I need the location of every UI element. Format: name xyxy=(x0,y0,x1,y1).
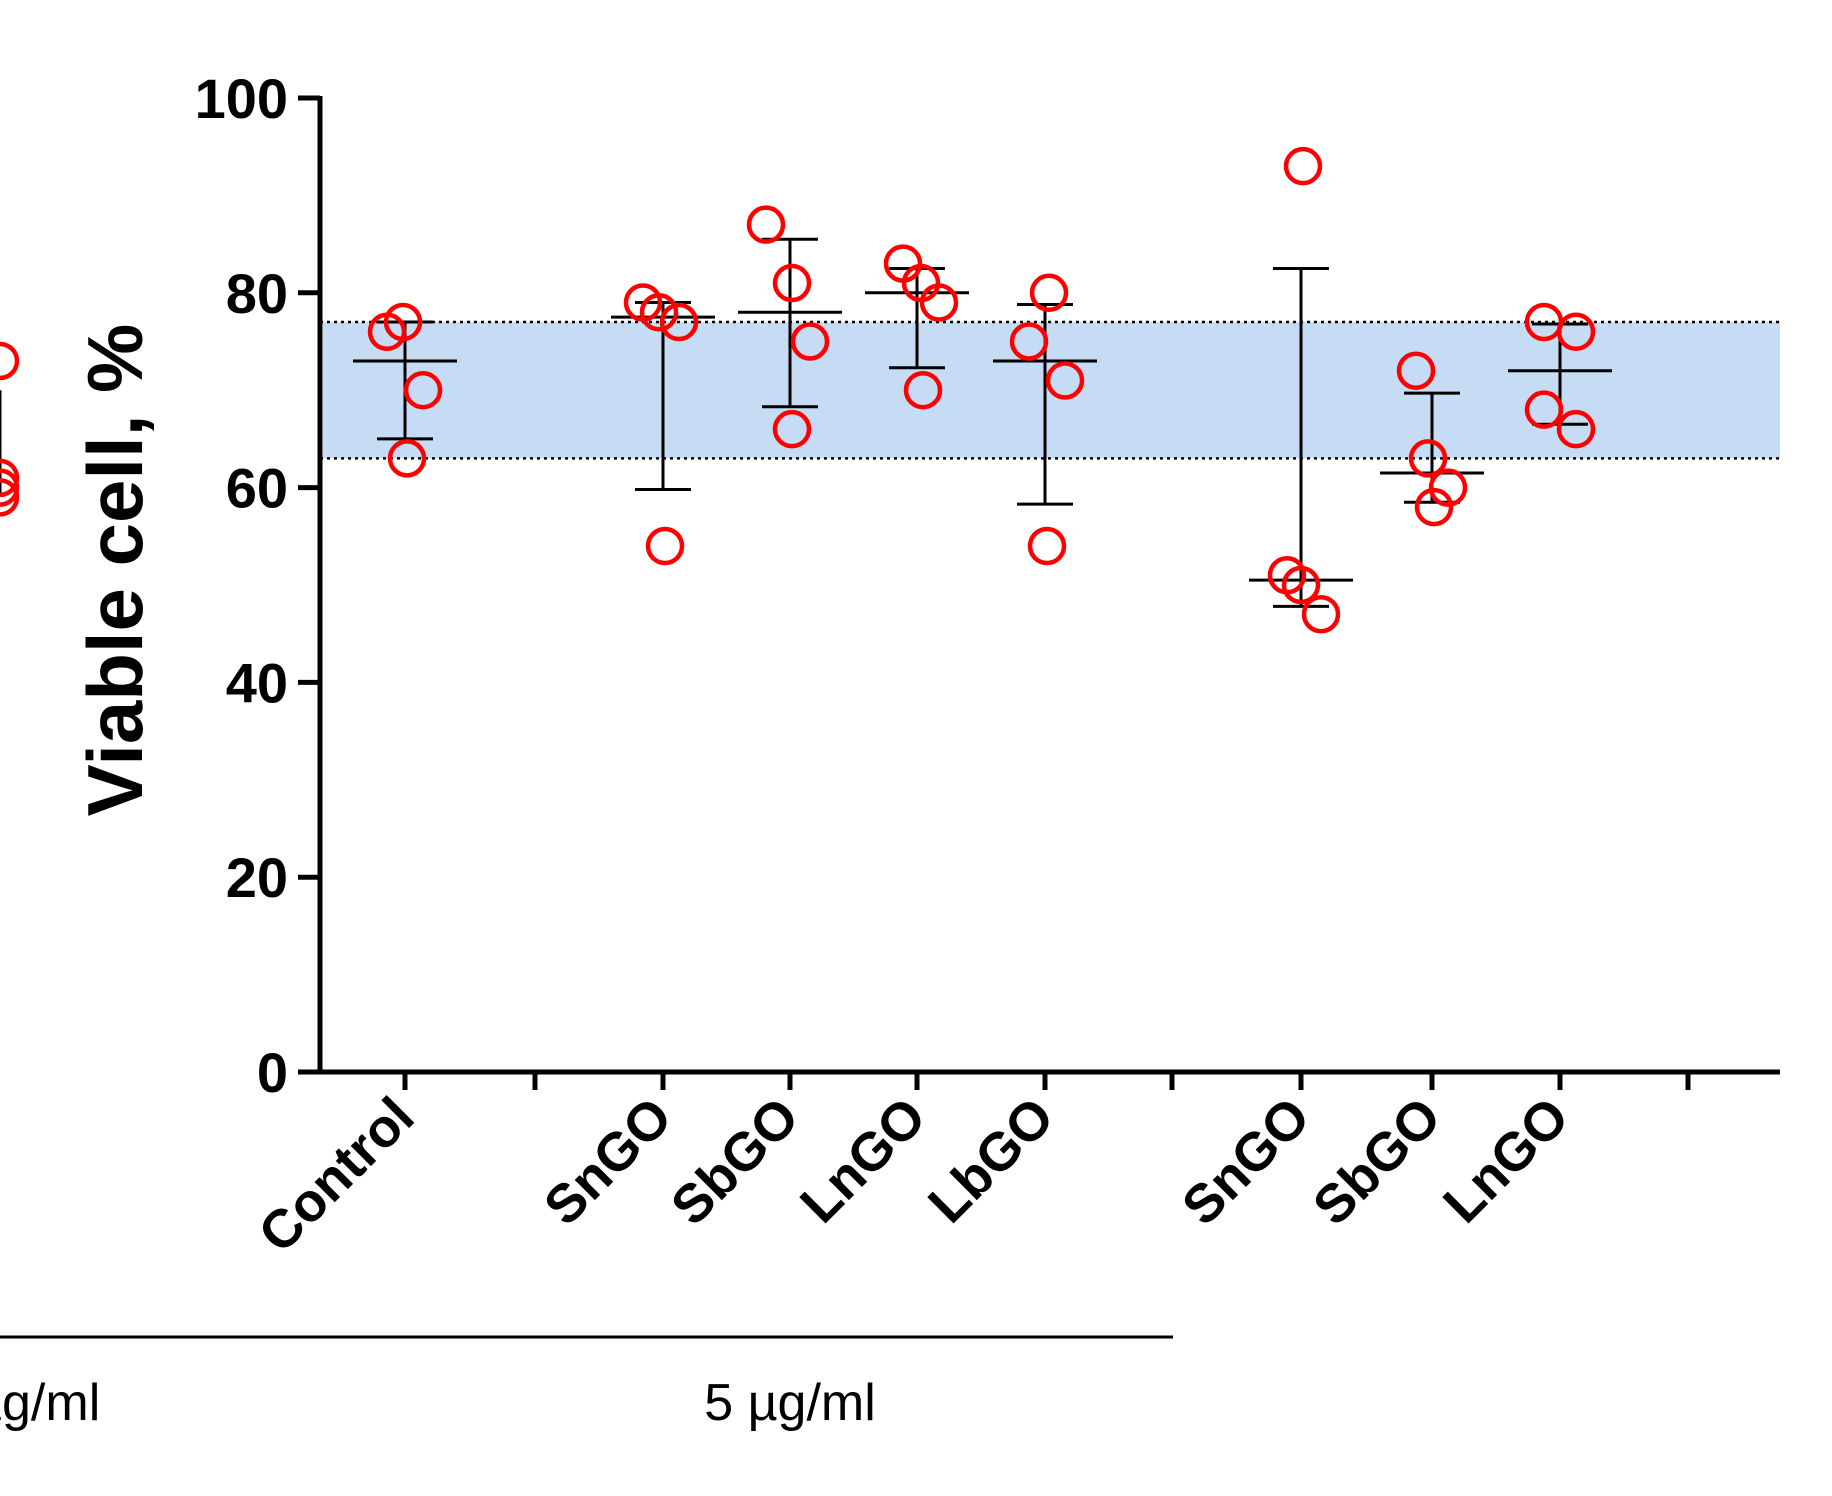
y-tick-label: 20 xyxy=(226,846,288,909)
y-tick-label: 80 xyxy=(226,262,288,325)
data-point xyxy=(1027,526,1067,566)
data-point xyxy=(1281,565,1321,605)
data-point xyxy=(790,322,830,361)
category-label: SnGO xyxy=(533,1086,684,1237)
data-point xyxy=(1009,322,1049,361)
data-point xyxy=(1396,351,1436,390)
category-label: LbGO xyxy=(917,1086,1065,1234)
data-point xyxy=(1029,273,1069,313)
data-point xyxy=(387,439,427,478)
data-point xyxy=(0,478,20,517)
category-label: LnGO xyxy=(1432,1086,1580,1234)
data-point xyxy=(1524,390,1564,429)
data-point xyxy=(772,409,812,449)
data-point xyxy=(1414,487,1454,527)
group-label: 5 µg/ml xyxy=(704,1374,876,1432)
y-axis-title: Viable cell, % xyxy=(71,324,159,817)
y-tick-label: 60 xyxy=(226,457,288,520)
data-point xyxy=(746,205,786,244)
y-tick-label: 40 xyxy=(226,651,288,714)
data-point xyxy=(645,526,685,566)
data-point xyxy=(1408,439,1448,478)
data-point xyxy=(903,370,943,410)
data-point xyxy=(1301,594,1341,634)
data-point xyxy=(1556,312,1596,352)
data-point xyxy=(901,263,941,303)
data-point xyxy=(403,370,443,410)
category-label: SnGO xyxy=(1171,1086,1322,1237)
category-label: SbGO xyxy=(1302,1086,1453,1237)
data-point xyxy=(919,283,959,322)
data-point xyxy=(383,302,423,342)
y-tick-label: 0 xyxy=(257,1041,288,1104)
group-label: 25 µg/ml xyxy=(0,1374,100,1432)
data-point-layer xyxy=(0,146,1596,634)
category-label: LnGO xyxy=(789,1086,937,1234)
category-label: SbGO xyxy=(660,1086,811,1237)
label-layer: ControlSnGOSbGOLnGOLbGOSnGOSbGOLnGOLbGO5… xyxy=(0,1086,1580,1432)
data-point xyxy=(1283,146,1323,186)
data-point xyxy=(0,468,20,507)
data-point xyxy=(0,341,20,381)
data-point xyxy=(772,263,812,303)
data-point xyxy=(0,458,20,498)
data-point xyxy=(883,244,923,283)
data-point xyxy=(1556,409,1596,449)
data-point xyxy=(1428,468,1468,507)
axes-layer: 0 20 40 60 80 100 xyxy=(195,67,1780,1104)
data-point xyxy=(659,302,699,342)
data-point xyxy=(1045,361,1085,400)
category-label: Control xyxy=(247,1086,425,1264)
y-tick-label: 100 xyxy=(195,67,288,130)
data-point xyxy=(639,293,679,332)
